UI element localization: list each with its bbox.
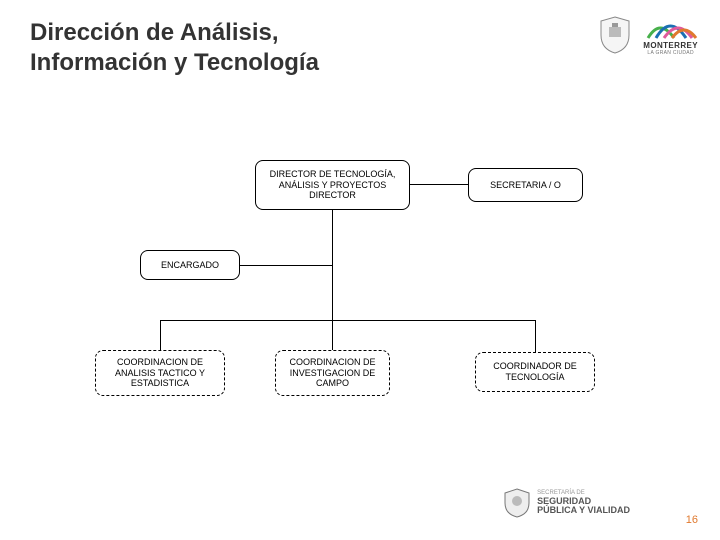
node-label: SECRETARIA / O bbox=[490, 180, 561, 191]
connector bbox=[240, 265, 332, 266]
monterrey-logo: MONTERREY LA GRAN CIUDAD bbox=[643, 14, 698, 56]
node-secretaria: SECRETARIA / O bbox=[468, 168, 583, 202]
page-number: 16 bbox=[686, 514, 698, 526]
node-encargado: ENCARGADO bbox=[140, 250, 240, 280]
monterrey-sublabel: LA GRAN CIUDAD bbox=[647, 50, 693, 56]
security-shield-icon bbox=[503, 488, 531, 518]
title-line-1: Dirección de Análisis, bbox=[30, 18, 319, 48]
municipal-shield-icon bbox=[597, 15, 633, 55]
node-coord-analisis: COORDINACION DE ANALISIS TACTICO Y ESTAD… bbox=[95, 350, 225, 396]
connector bbox=[332, 210, 333, 320]
footer-text: SECRETARÍA DE SEGURIDAD PÚBLICA Y VIALID… bbox=[537, 490, 630, 515]
header-logos: MONTERREY LA GRAN CIUDAD bbox=[597, 14, 698, 56]
title-line-2: Información y Tecnología bbox=[30, 48, 319, 78]
node-coord-investigacion: COORDINACION DE INVESTIGACION DE CAMPO bbox=[275, 350, 390, 396]
footer-line-2: PÚBLICA Y VIALIDAD bbox=[537, 506, 630, 515]
footer-logo-block: SECRETARÍA DE SEGURIDAD PÚBLICA Y VIALID… bbox=[503, 488, 630, 518]
node-coord-tecnologia: COORDINADOR DE TECNOLOGÍA bbox=[475, 352, 595, 392]
connector bbox=[160, 320, 535, 321]
node-label: COORDINADOR DE TECNOLOGÍA bbox=[482, 361, 588, 383]
connector bbox=[160, 320, 161, 350]
monterrey-label: MONTERREY bbox=[643, 41, 698, 50]
connector bbox=[332, 320, 333, 350]
connector bbox=[410, 184, 468, 185]
node-label: COORDINACION DE ANALISIS TACTICO Y ESTAD… bbox=[102, 357, 218, 389]
monterrey-arcs-icon bbox=[644, 14, 698, 40]
node-director: DIRECTOR DE TECNOLOGÍA, ANÁLISIS Y PROYE… bbox=[255, 160, 410, 210]
page-title-block: Dirección de Análisis, Información y Tec… bbox=[30, 18, 319, 78]
node-label: COORDINACION DE INVESTIGACION DE CAMPO bbox=[282, 357, 383, 389]
org-chart: DIRECTOR DE TECNOLOGÍA, ANÁLISIS Y PROYE… bbox=[0, 140, 720, 440]
node-label: ENCARGADO bbox=[161, 260, 219, 271]
connector bbox=[535, 320, 536, 352]
node-label: DIRECTOR DE TECNOLOGÍA, ANÁLISIS Y PROYE… bbox=[262, 169, 403, 201]
